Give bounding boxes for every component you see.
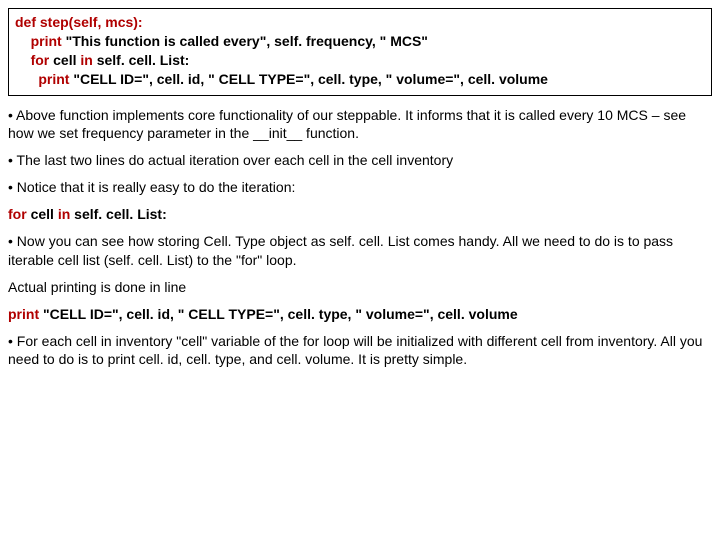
text: • Notice that it is really easy to do th… (8, 179, 295, 195)
code-inline: print "CELL ID=", cell. id, " CELL TYPE=… (8, 305, 712, 324)
code-line-4: print "CELL ID=", cell. id, " CELL TYPE=… (15, 70, 705, 89)
text: Actual printing is done in line (8, 279, 186, 295)
code-text: "CELL ID=", cell. id, " CELL TYPE=", cel… (73, 71, 548, 87)
paragraph: • The last two lines do actual iteration… (8, 151, 712, 170)
code-text: self. cell. List: (97, 52, 190, 68)
text: • For each cell in inventory "cell" vari… (8, 333, 702, 368)
code-keyword: print (31, 33, 66, 49)
code-line-1: def step(self, mcs): (15, 13, 705, 32)
paragraph: • For each cell in inventory "cell" vari… (8, 332, 712, 370)
text: • Above function implements core functio… (8, 107, 686, 142)
paragraph: Actual printing is done in line (8, 278, 712, 297)
text: • Now you can see how storing Cell. Type… (8, 233, 673, 268)
code-keyword: for (8, 206, 31, 222)
code-line-3: for cell in self. cell. List: (15, 51, 705, 70)
code-text: cell (53, 52, 80, 68)
code-inline: for cell in self. cell. List: (8, 205, 712, 224)
code-text: self. cell. List: (74, 206, 167, 222)
code-keyword: in (80, 52, 96, 68)
code-keyword: in (58, 206, 74, 222)
paragraph: • Notice that it is really easy to do th… (8, 178, 712, 197)
paragraph: • Above function implements core functio… (8, 106, 712, 144)
code-text: "This function is called every", self. f… (66, 33, 428, 49)
code-text: def step(self, mcs): (15, 14, 143, 30)
code-keyword: print (8, 306, 43, 322)
paragraph: • Now you can see how storing Cell. Type… (8, 232, 712, 270)
code-text: cell (31, 206, 58, 222)
code-keyword: print (38, 71, 73, 87)
code-line-2: print "This function is called every", s… (15, 32, 705, 51)
code-text: "CELL ID=", cell. id, " CELL TYPE=", cel… (43, 306, 518, 322)
code-block: def step(self, mcs): print "This functio… (8, 8, 712, 96)
code-keyword: for (31, 52, 54, 68)
text: • The last two lines do actual iteration… (8, 152, 453, 168)
